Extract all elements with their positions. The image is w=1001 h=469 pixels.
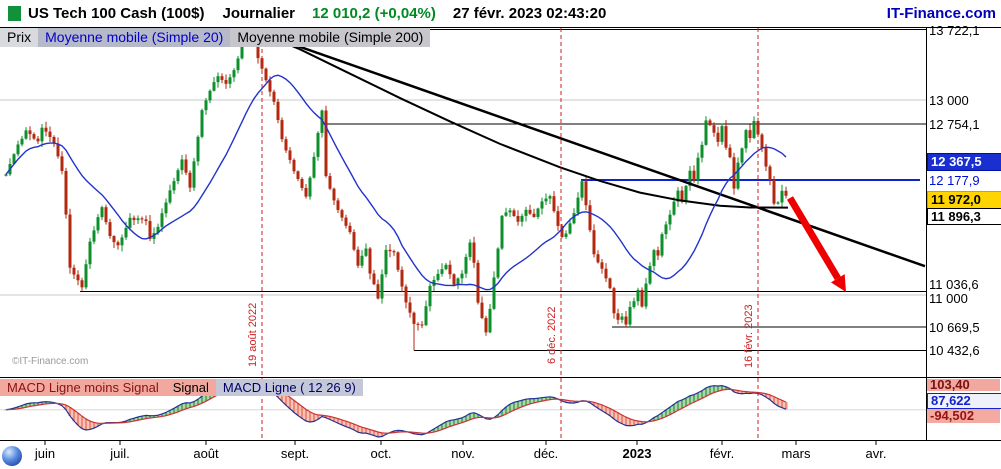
ma20-value-badge: 12 367,5: [927, 153, 1001, 171]
timeframe-label: Journalier: [222, 5, 296, 22]
macd-line: [5, 380, 787, 438]
price-legend: Prix Moyenne mobile (Simple 20) Moyenne …: [0, 28, 431, 47]
ma20-line[interactable]: [5, 74, 787, 291]
axis-level-10433: 10 432,6: [929, 343, 980, 358]
header-bar: US Tech 100 Cash (100$) Journalier 12 01…: [0, 0, 1001, 27]
vline-date-label-1: 19 août 2022: [247, 302, 259, 367]
axis-tick-11000: 11 000: [929, 291, 968, 306]
ma200-line[interactable]: [245, 25, 789, 209]
macd-signal-line: [5, 383, 787, 434]
macd-signal-badge: -94,502: [927, 409, 1000, 423]
ma200-value-badge: 11 896,3: [927, 208, 1001, 225]
vline-date-label-3: 16 févr. 2023: [743, 304, 755, 368]
macd-line-badge: 87,622: [927, 393, 1001, 409]
brand-link[interactable]: IT-Finance.com: [886, 5, 996, 22]
itfinance-logo: [2, 446, 22, 466]
axis-level-12178: 12 177,9: [929, 173, 980, 188]
legend-chip-prix[interactable]: Prix: [0, 28, 39, 47]
axis-level-13722: 13 722,1: [929, 23, 980, 38]
trendline-annotation[interactable]: [245, 26, 926, 268]
axis-level-12754: 12 754,1: [929, 117, 980, 132]
instrument-icon: [8, 6, 21, 21]
legend-chip-ma200[interactable]: Moyenne mobile (Simple 200): [230, 28, 431, 47]
last-price-change: 12 010,2 (+0,04%): [312, 5, 436, 22]
candlestick-series[interactable]: [4, 29, 788, 351]
vline-date-label-2: 6 déc. 2022: [546, 306, 558, 365]
legend-chip-macd-line[interactable]: MACD Ligne ( 12 26 9): [215, 379, 363, 396]
last-price-badge: 11 972,0: [927, 191, 1001, 209]
macd-top-badge: 103,40: [927, 378, 1000, 391]
down-arrow-annotation[interactable]: [786, 196, 841, 281]
axis-level-11037: 11 036,6: [929, 277, 979, 292]
macd-legend: MACD Ligne moins Signal Signal MACD Lign…: [0, 379, 363, 396]
instrument-title: US Tech 100 Cash (100$): [28, 5, 205, 22]
legend-chip-ma20[interactable]: Moyenne mobile (Simple 20): [38, 28, 231, 47]
down-arrow-head: [830, 274, 846, 292]
watermark: ©IT-Finance.com: [12, 356, 89, 367]
axis-level-10670: 10 669,5: [929, 320, 980, 335]
legend-chip-macd-signal[interactable]: Signal: [165, 379, 216, 396]
axis-tick-13000: 13 000: [929, 93, 969, 108]
datetime-label: 27 févr. 2023 02:43:20: [452, 5, 607, 22]
legend-chip-macd-hist[interactable]: MACD Ligne moins Signal: [0, 379, 166, 396]
